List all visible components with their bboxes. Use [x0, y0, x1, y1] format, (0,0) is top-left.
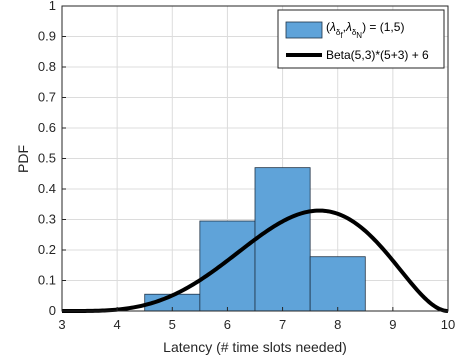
y-tick-label: 0 — [49, 303, 56, 318]
y-tick-label: 0.5 — [38, 151, 56, 166]
x-tick-label: 4 — [114, 317, 121, 332]
histogram-bar — [254, 167, 311, 312]
y-tick-label: 0.7 — [38, 90, 56, 105]
legend-histogram-swatch — [285, 21, 323, 39]
x-tick-label: 10 — [441, 317, 455, 332]
x-axis-ticks: 3 4 5 6 7 8 9 10 — [58, 307, 455, 332]
legend-box — [277, 9, 445, 69]
x-tick-label: 8 — [334, 317, 341, 332]
y-axis-label: PDF — [15, 145, 31, 173]
y-tick-label: 0.2 — [38, 242, 56, 257]
x-tick-label: 3 — [58, 317, 65, 332]
legend-curve-label: Beta(5,3)*(5+3) + 6 — [326, 48, 429, 62]
y-tick-label: 1 — [49, 0, 56, 13]
y-tick-label: 0.4 — [38, 181, 56, 196]
beta-curve — [62, 208, 449, 313]
legend-histogram-label: (λδf,λδN) = (1,5) — [326, 20, 404, 40]
x-tick-label: 7 — [279, 317, 286, 332]
x-tick-label: 6 — [224, 317, 231, 332]
y-tick-label: 0.6 — [38, 120, 56, 135]
x-axis-label: Latency (# time slots needed) — [163, 339, 347, 355]
legend: (λδf,λδN) = (1,5) Beta(5,3)*(5+3) + 6 — [277, 9, 445, 69]
x-tick-label: 9 — [389, 317, 396, 332]
y-tick-label: 0.3 — [38, 212, 56, 227]
y-tick-label: 0.1 — [38, 273, 56, 288]
y-tick-label: 0.8 — [38, 59, 56, 74]
histogram-bar — [309, 256, 366, 312]
x-tick-label: 5 — [169, 317, 176, 332]
histogram-bar — [199, 220, 256, 312]
y-axis-ticks: 0 0.1 0.2 0.3 0.4 0.5 0.6 0.7 0.8 0.9 1 — [38, 0, 66, 318]
y-tick-label: 0.9 — [38, 29, 56, 44]
